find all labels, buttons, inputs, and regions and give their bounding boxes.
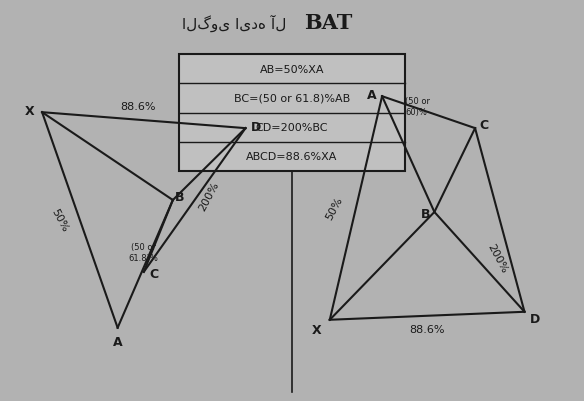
Text: 50%: 50% — [49, 207, 69, 234]
Text: 88.6%: 88.6% — [409, 324, 445, 334]
Text: CD=200%BC: CD=200%BC — [256, 123, 328, 133]
Text: 50%: 50% — [324, 195, 344, 222]
Text: D: D — [251, 120, 261, 133]
Text: X: X — [25, 104, 34, 117]
Text: 200%: 200% — [197, 180, 221, 213]
Text: C: C — [150, 268, 159, 281]
Text: B: B — [175, 191, 185, 204]
Text: (50 or
60)%: (50 or 60)% — [405, 97, 430, 117]
Text: BAT: BAT — [304, 13, 352, 33]
Text: D: D — [530, 313, 540, 326]
Text: C: C — [480, 118, 489, 131]
Text: A: A — [113, 335, 123, 348]
Text: ABCD=88.6%XA: ABCD=88.6%XA — [246, 152, 338, 162]
Text: 200%: 200% — [485, 242, 509, 275]
Text: X: X — [312, 324, 322, 336]
FancyBboxPatch shape — [179, 55, 405, 172]
Text: BC=(50 or 61.8)%AB: BC=(50 or 61.8)%AB — [234, 94, 350, 104]
Text: 88.6%: 88.6% — [120, 102, 156, 112]
Text: AB=50%XA: AB=50%XA — [260, 65, 324, 75]
Text: الگوی ایده آل: الگوی ایده آل — [182, 15, 286, 32]
Text: A: A — [367, 89, 377, 101]
Text: (50 or
61.8)%: (50 or 61.8)% — [129, 243, 159, 262]
Text: B: B — [421, 208, 430, 221]
